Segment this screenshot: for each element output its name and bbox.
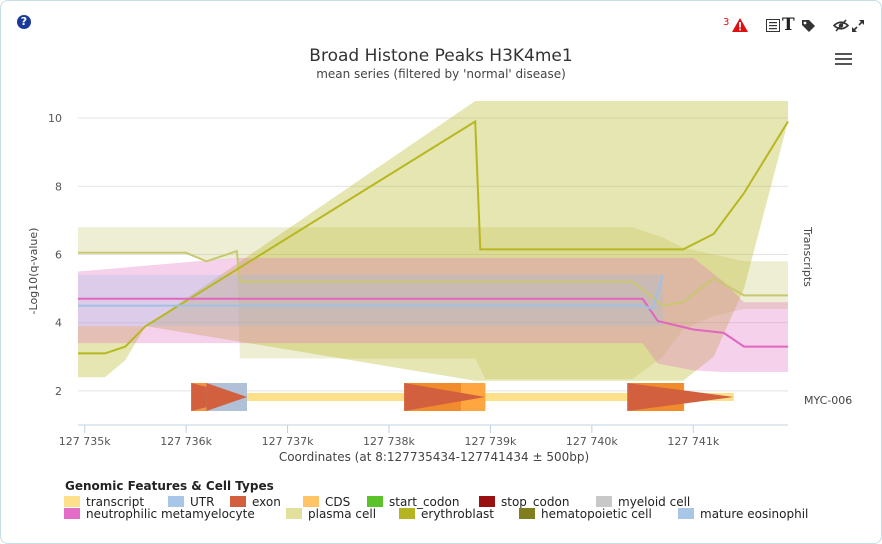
- chart-subtitle: mean series (filtered by 'normal' diseas…: [316, 67, 566, 81]
- tag-icon[interactable]: [801, 19, 816, 33]
- legend-swatch: [230, 496, 246, 507]
- x-tick-label: 127 737k: [262, 435, 314, 448]
- legend-item[interactable]: CDS: [303, 495, 350, 509]
- legend-item[interactable]: mature eosinophil: [678, 507, 808, 521]
- legend-label: hematopoietic cell: [541, 507, 652, 521]
- legend-swatch: [64, 508, 80, 519]
- expand-icon[interactable]: [851, 19, 865, 33]
- legend-label: CDS: [325, 495, 351, 509]
- legend-swatch: [678, 508, 694, 519]
- legend-item[interactable]: hematopoietic cell: [519, 507, 652, 521]
- text-toggle-button[interactable]: T: [782, 15, 795, 35]
- legend-swatch: [64, 496, 80, 507]
- eye-slash-icon[interactable]: [833, 19, 849, 32]
- legend: Genomic Features & Cell Types transcript…: [61, 479, 861, 521]
- x-tick-label: 127 736k: [160, 435, 212, 448]
- y-tick-label: 6: [55, 248, 62, 261]
- legend-item[interactable]: UTR: [168, 495, 214, 509]
- y-tick-label: 10: [48, 112, 62, 125]
- confidence-band: [78, 274, 663, 327]
- transcript-label: MYC-006: [804, 394, 852, 407]
- hamburger-menu-icon[interactable]: [835, 53, 852, 68]
- legend-swatch: [168, 496, 184, 507]
- y-tick-label: 8: [55, 180, 62, 193]
- legend-swatch: [367, 496, 383, 507]
- legend-item[interactable]: plasma cell: [286, 507, 376, 521]
- question-icon[interactable]: ?: [17, 15, 31, 29]
- legend-swatch: [286, 508, 302, 519]
- transcripts-axis-label: Transcripts: [801, 226, 814, 287]
- x-tick-label: 127 741k: [667, 435, 719, 448]
- series-line: [78, 249, 788, 307]
- legend-swatch: [399, 508, 415, 519]
- legend-label: exon: [252, 495, 281, 509]
- legend-label: plasma cell: [308, 507, 377, 521]
- exon-arrow: [627, 383, 734, 411]
- legend-label: UTR: [190, 495, 215, 509]
- legend-item[interactable]: stop_codon: [479, 495, 569, 509]
- x-tick-label: 127 740k: [566, 435, 618, 448]
- chart-canvas: Broad Histone Peaks H3K4me1 mean series …: [27, 46, 852, 464]
- x-tick-label: 127 735k: [59, 435, 111, 448]
- confidence-band: [78, 227, 788, 379]
- warning-count: 3: [723, 17, 730, 28]
- legend-row-1: transcript UTR exon CDS start_codon stop_codo…: [61, 495, 861, 509]
- legend-item[interactable]: erythroblast: [399, 507, 494, 521]
- legend-label: transcript: [86, 495, 145, 509]
- list-icon[interactable]: [766, 19, 780, 32]
- legend-swatch: [519, 508, 535, 519]
- legend-row-2: neutrophilic metamyelocyte plasma cell ery…: [61, 507, 861, 521]
- legend-label: myeloid cell: [618, 495, 691, 509]
- legend-item[interactable]: start_codon: [367, 495, 459, 509]
- legend-item[interactable]: neutrophilic metamyelocyte: [64, 507, 255, 521]
- chart-title: Broad Histone Peaks H3K4me1: [309, 46, 572, 66]
- utr-arrow: [206, 383, 247, 411]
- legend-item[interactable]: myeloid cell: [596, 495, 690, 509]
- y-axis-label: -Log10(q-value): [27, 228, 40, 315]
- legend-label: start_codon: [389, 495, 460, 509]
- x-tick-label: 127 739k: [464, 435, 516, 448]
- series-line: [78, 274, 664, 311]
- x-axis-label: Coordinates (at 8:127735434-127741434 ± …: [279, 450, 589, 464]
- legend-label: neutrophilic metamyelocyte: [86, 507, 255, 521]
- y-tick-label: 2: [55, 385, 62, 398]
- series-line: [78, 297, 788, 348]
- legend-label: erythroblast: [421, 507, 495, 521]
- x-tick-label: 127 738k: [363, 435, 415, 448]
- confidence-band: [78, 257, 788, 373]
- legend-swatch: [596, 496, 612, 507]
- legend-label: mature eosinophil: [700, 507, 809, 521]
- legend-swatch: [303, 496, 319, 507]
- exon-arrow: [404, 383, 486, 411]
- legend-item[interactable]: transcript: [64, 495, 144, 509]
- legend-swatch: [479, 496, 495, 507]
- legend-title: Genomic Features & Cell Types: [65, 479, 274, 493]
- series-line: [78, 119, 789, 355]
- legend-item[interactable]: exon: [230, 495, 281, 509]
- confidence-band: [78, 101, 788, 381]
- legend-label: stop_codon: [501, 495, 570, 509]
- y-tick-label: 4: [55, 317, 62, 330]
- warning-triangle-icon[interactable]: [731, 17, 749, 33]
